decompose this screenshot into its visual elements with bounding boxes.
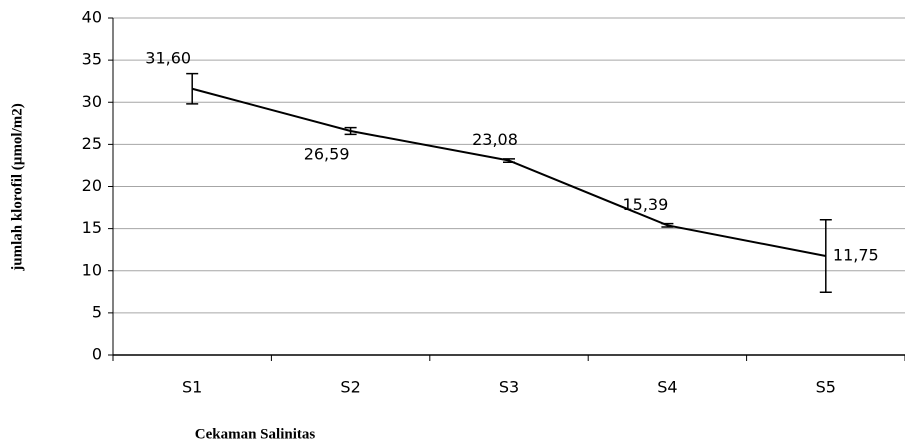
data-label: 23,08 xyxy=(472,130,518,149)
x-axis-title: Cekaman Salinitas xyxy=(195,426,316,442)
data-label: 11,75 xyxy=(833,246,879,265)
data-label: 31,60 xyxy=(145,48,191,67)
x-tick-label: S4 xyxy=(657,378,677,397)
error-bar xyxy=(503,158,515,163)
data-label: 26,59 xyxy=(304,144,350,163)
y-tick-label: 40 xyxy=(82,8,102,27)
x-tick-label: S2 xyxy=(340,378,360,397)
error-bar xyxy=(344,126,357,136)
x-tick-label: S1 xyxy=(182,378,202,397)
y-tick-label: 5 xyxy=(92,302,102,321)
error-bar xyxy=(661,222,674,228)
y-tick-label: 25 xyxy=(82,134,102,153)
y-tick-label: 15 xyxy=(82,218,102,237)
line xyxy=(191,87,826,257)
y-axis-title: jumlah klorofil (µmol/m2) xyxy=(9,103,25,272)
y-tick-label: 10 xyxy=(82,260,102,279)
error-bar xyxy=(186,72,199,105)
data-label: 15,39 xyxy=(622,195,668,214)
y-tick-label: 35 xyxy=(82,50,102,69)
y-tick-label: 20 xyxy=(82,176,102,195)
x-tick-label: S5 xyxy=(816,378,836,397)
error-bar xyxy=(819,219,832,293)
x-tick-label: S3 xyxy=(499,378,519,397)
y-tick-label: 30 xyxy=(82,92,102,111)
y-tick-label: 0 xyxy=(92,345,102,364)
